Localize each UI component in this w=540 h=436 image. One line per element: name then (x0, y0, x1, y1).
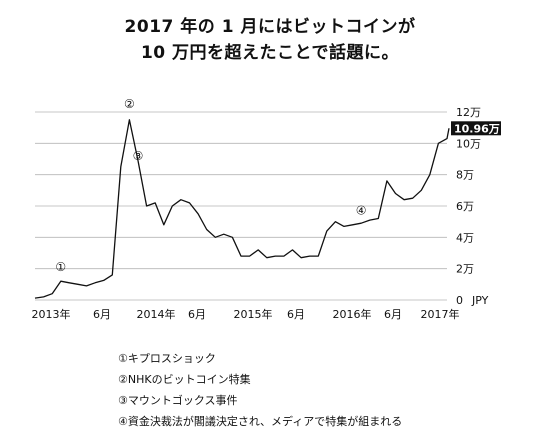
x-tick-6: 2016年 (333, 307, 372, 321)
x-tick-0: 2013年 (32, 307, 71, 321)
annotation-markers: ① ② ③ ④ (55, 97, 366, 274)
annotation-marker-4: ④ (356, 204, 367, 218)
y-tick-2: 4万 (456, 231, 474, 244)
y-tick-6: 12万 (456, 106, 481, 119)
price-line (34, 119, 450, 299)
y-tick-0: 0 (456, 294, 463, 307)
y-tick-labels: 0 2万 4万 6万 8万 10万 12万 (456, 106, 481, 307)
annotation-marker-1: ① (55, 260, 66, 274)
x-tick-8: 2017年 (421, 307, 460, 321)
chart-title-line-1: 2017 年の 1 月にはビットコインが (124, 17, 416, 37)
note-mtgox-incident: ③マウントゴックス事件 (118, 394, 238, 407)
y-unit-label: JPY (471, 294, 489, 307)
gridlines (35, 111, 447, 301)
x-tick-4: 2015年 (234, 307, 273, 321)
note-nhk-feature: ②NHKのビットコイン特集 (118, 373, 251, 386)
y-tick-3: 6万 (456, 200, 474, 213)
annotation-marker-2: ② (124, 97, 135, 111)
x-tick-7: 6月 (384, 308, 402, 321)
latest-value-badge: 10.96万 (451, 121, 501, 136)
x-tick-3: 6月 (188, 308, 206, 321)
latest-value-label: 10.96万 (454, 122, 500, 135)
note-cyprus-shock: ①キプロスショック (118, 352, 216, 365)
x-tick-5: 6月 (287, 308, 305, 321)
y-tick-4: 8万 (456, 169, 474, 182)
note-payment-services-act: ④資金決裁法が閣議決定され、メディアで特集が組まれる (118, 415, 403, 428)
chart-title-line-2: 10 万円を超えたことで話題に。 (140, 43, 400, 63)
x-tick-2: 2014年 (137, 307, 176, 321)
event-notes: ①キプロスショック ②NHKのビットコイン特集 ③マウントゴックス事件 ④資金決… (118, 348, 402, 432)
y-tick-5: 10万 (456, 137, 481, 150)
x-tick-1: 6月 (93, 308, 111, 321)
y-tick-1: 2万 (456, 263, 474, 276)
x-tick-labels: 2013年 6月 2014年 6月 2015年 6月 2016年 6月 2017年 (32, 307, 460, 321)
annotation-marker-3: ③ (133, 149, 144, 163)
price-chart: 0 2万 4万 6万 8万 10万 12万 JPY 2013年 6月 2014年 6月 2015年 6… (32, 97, 501, 321)
